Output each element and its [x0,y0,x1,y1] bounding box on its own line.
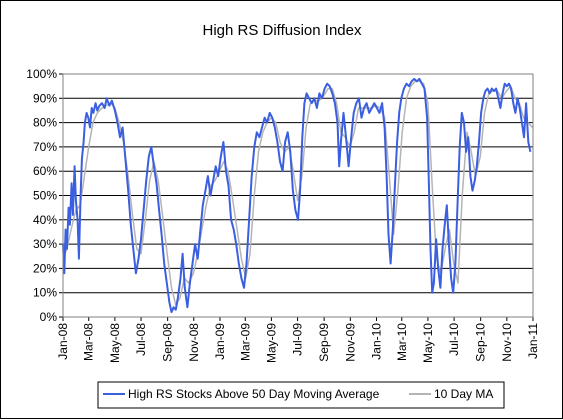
y-tick-label: 40% [33,213,57,227]
y-tick-label: 20% [33,261,57,275]
legend-label-ma: 10 Day MA [434,387,493,401]
x-tick-label: Jul-09 [291,323,305,356]
x-tick-label: Jul-08 [134,323,148,356]
y-tick-label: 10% [33,286,57,300]
x-tick-label: Jan-11 [526,323,540,359]
x-tick-label: May-09 [264,323,278,363]
y-tick-label: 0% [40,310,58,324]
series-line-main [62,77,532,314]
y-tick-label: 90% [33,91,57,105]
legend-label-main: High RS Stocks Above 50 Day Moving Avera… [128,387,380,401]
x-tick-label: Mar-08 [82,323,96,361]
x-tick-label: Jan-09 [213,323,227,360]
legend-box [97,381,505,409]
x-tick-label: Nov-10 [500,323,514,362]
y-tick-label: 100% [26,67,57,81]
x-tick-label: Mar-09 [238,323,252,361]
x-tick-label: Jan-08 [56,323,70,360]
y-tick-label: 50% [33,189,57,203]
legend: High RS Stocks Above 50 Day Moving Avera… [97,381,505,409]
x-tick-label: Jan-10 [369,323,383,360]
chart-title: High RS Diffusion Index [203,22,362,39]
x-tick-label: Jul-10 [447,323,461,356]
series-layer [62,77,534,314]
x-tick-label: Mar-10 [395,323,409,361]
plot-area-border [62,73,534,318]
y-tick-label: 80% [33,116,57,130]
x-tick-label: Nov-09 [343,323,357,362]
x-tick-label: Sep-08 [161,323,175,362]
x-tick-label: May-10 [421,323,435,363]
x-tick-label: Sep-10 [474,323,488,362]
x-tick-label: Sep-09 [317,323,331,362]
y-tick-label: 70% [33,140,57,154]
series-line-ma [62,80,534,306]
y-tick-label: 60% [33,164,57,178]
y-tick-label: 30% [33,237,57,251]
x-tick-label: Nov-08 [187,323,201,362]
x-tick-label: May-08 [108,323,122,363]
x-axis-ticks: Jan-08 Mar-08 May-08 Jul-08 Sep-08 Nov-08 Jan-… [56,317,540,363]
y-axis-ticks: 0% 10% 20% 30% 40% 50% 60% 70% 80% 90% 100% [26,67,63,324]
